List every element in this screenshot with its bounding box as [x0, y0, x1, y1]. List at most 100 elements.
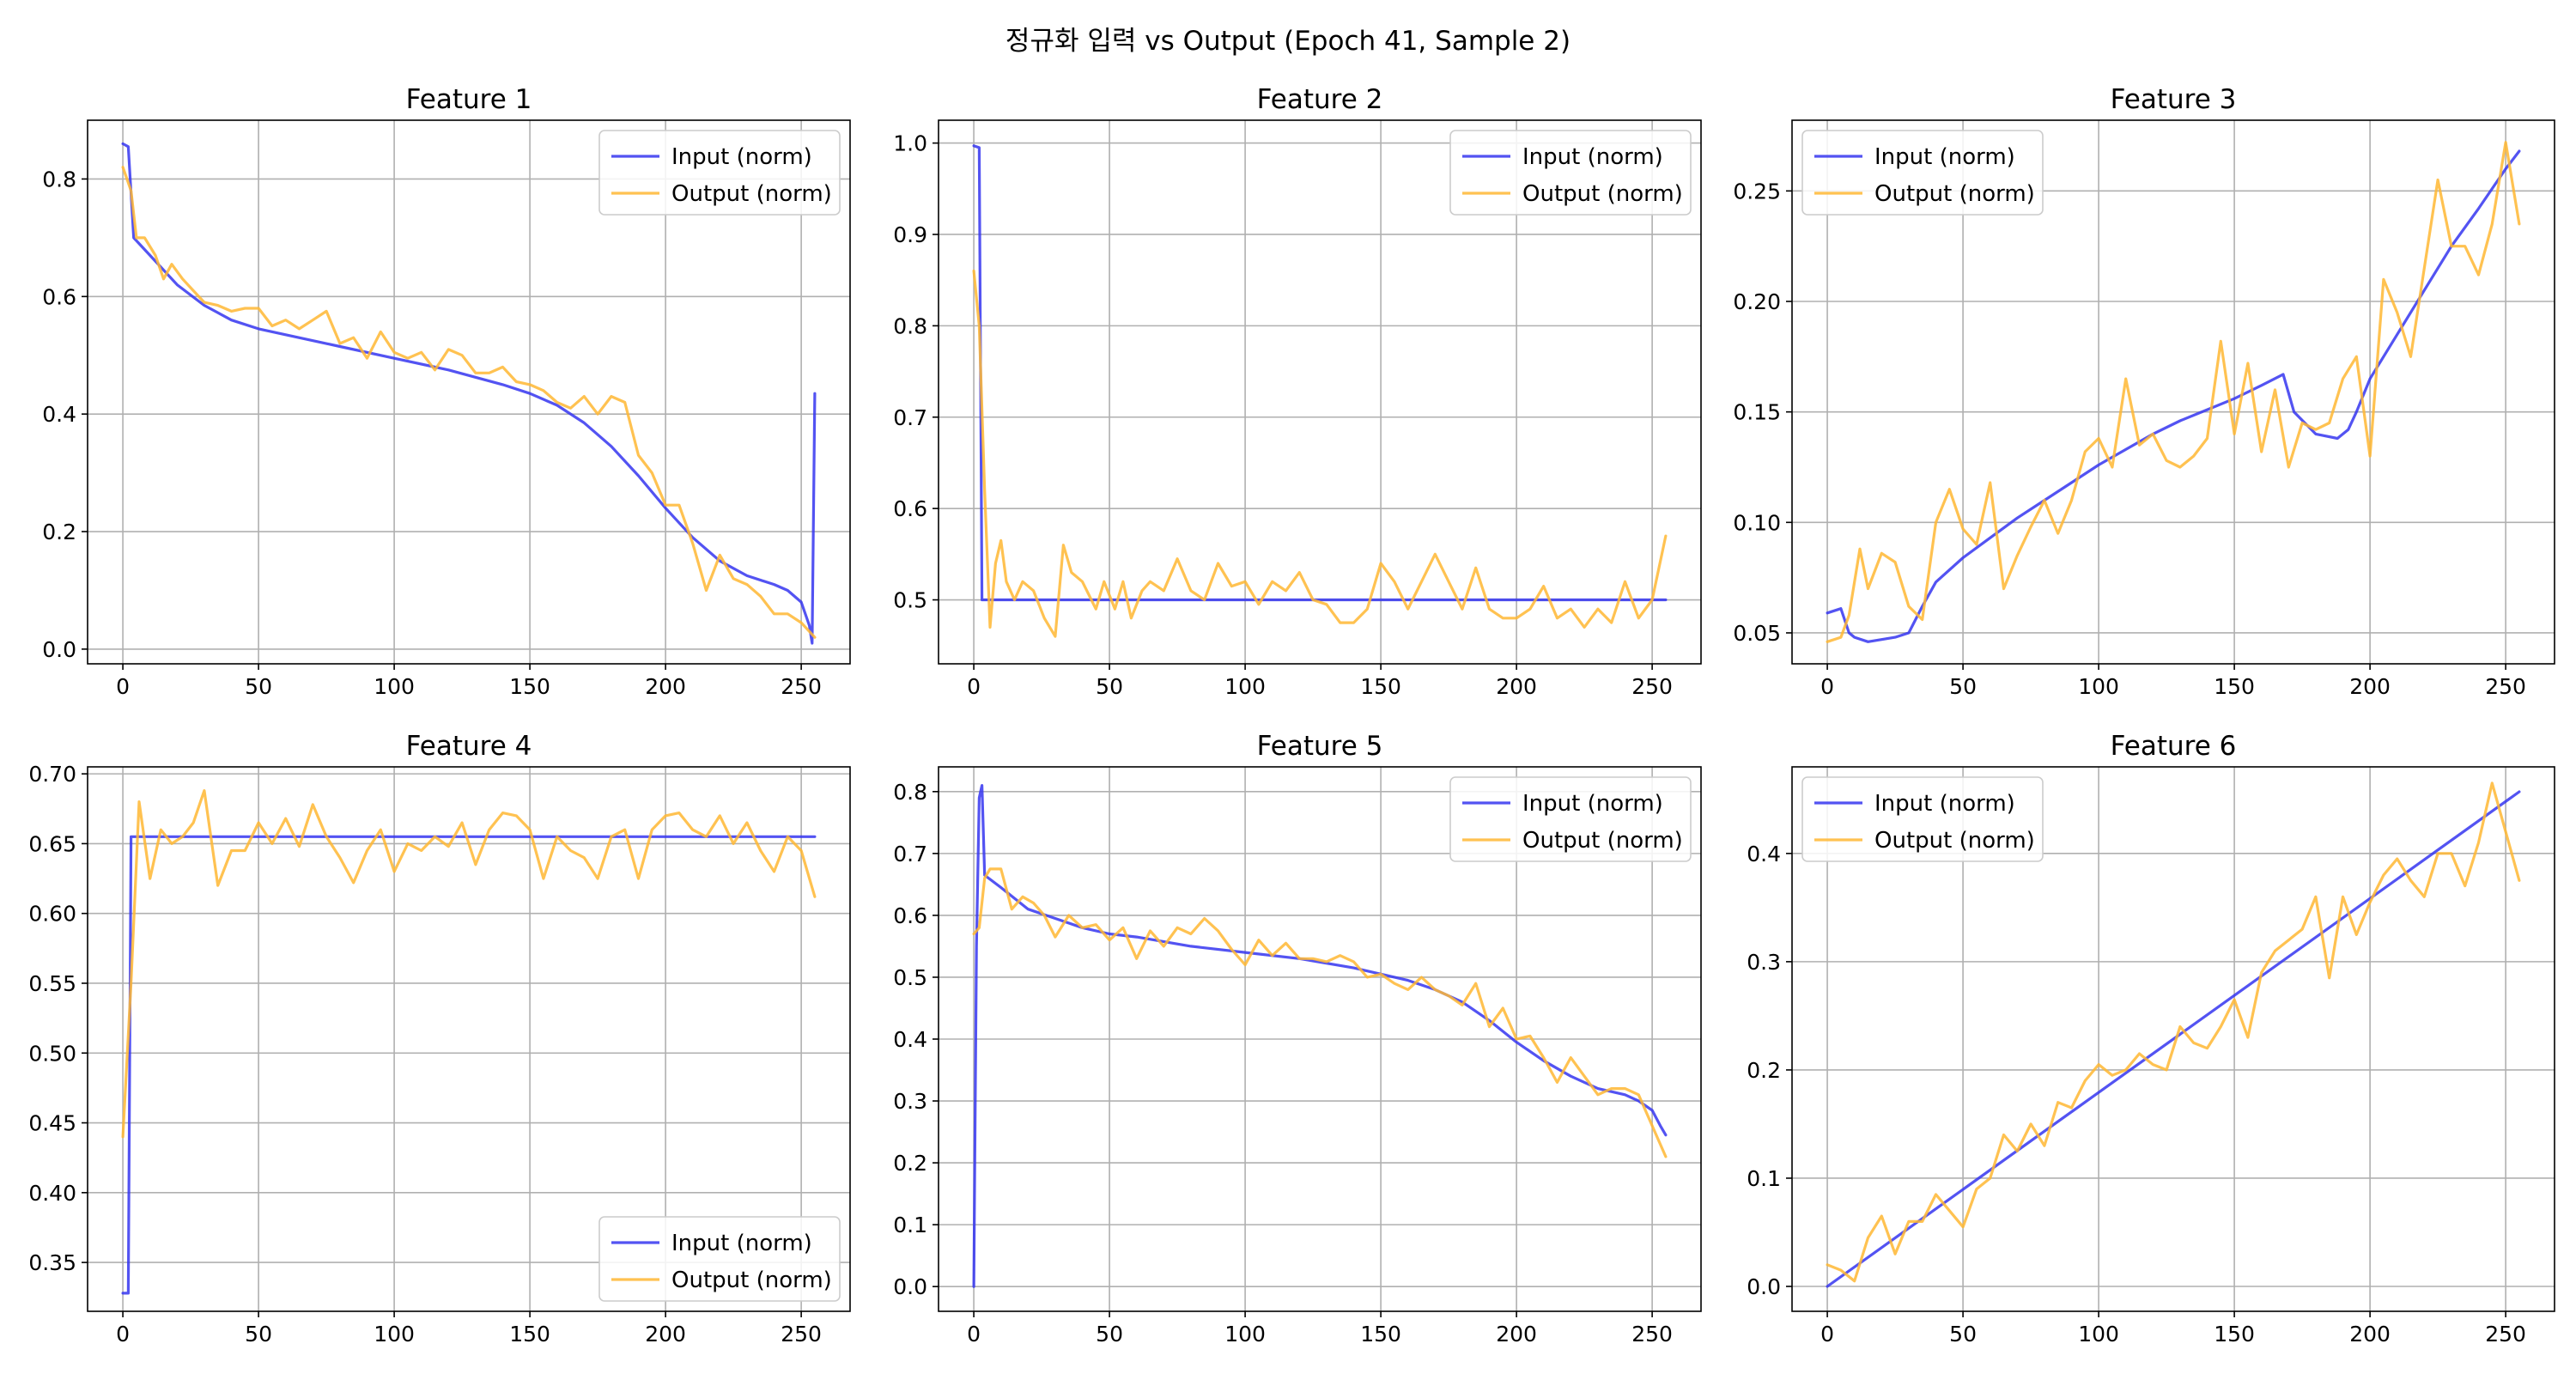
subplot-grid: Feature 1 0 50 100 150 200 250 0.0 0.2 0.4 0.6 0.8 I… [28, 84, 2555, 1347]
legend-label: Output (norm) [1874, 828, 2035, 854]
axes-frame [87, 766, 851, 1312]
y-tick-label: 0.50 [28, 1041, 76, 1066]
legend-label: Input (norm) [1522, 791, 1663, 817]
x-tick-label: 150 [509, 1322, 550, 1347]
output-series-line [121, 166, 817, 639]
x-tick-label: 0 [1820, 674, 1834, 699]
legend-label: Output (norm) [1874, 181, 2035, 207]
subplot-feature-2: Feature 2 0 50 100 150 200 250 0.5 0.6 0.7 0.8 0.9 1… [893, 84, 1702, 699]
subplot-feature-5: Feature 5 0 50 100 150 200 250 0.0 0.1 0.2 0.3 0.4 0… [893, 731, 1702, 1347]
x-tick-label: 150 [1360, 674, 1401, 699]
y-tick-label: 0.8 [42, 167, 76, 192]
input-series-line [972, 784, 1668, 1288]
y-tick-label: 0.7 [893, 405, 927, 430]
output-series-line [121, 789, 817, 1139]
legend-label: Output (norm) [1522, 181, 1683, 207]
y-tick-label: 0.2 [42, 520, 76, 544]
y-tick-label: 0.25 [1733, 179, 1781, 204]
subplot-title: Feature 6 [2111, 731, 2237, 762]
x-tick-label: 100 [1224, 674, 1266, 699]
x-tick-label: 100 [374, 674, 415, 699]
x-tick-label: 250 [2485, 674, 2526, 699]
y-tick-label: 0.6 [893, 903, 927, 928]
x-tick-label: 50 [1949, 1322, 1977, 1347]
x-tick-label: 200 [1496, 1322, 1537, 1347]
legend-label: Output (norm) [1522, 828, 1683, 854]
y-tick-label: 0.70 [28, 762, 76, 787]
y-tick-label: 0.5 [893, 588, 927, 613]
legend-label: Input (norm) [1874, 791, 2015, 817]
subplot-title: Feature 4 [406, 731, 532, 762]
x-tick-label: 0 [116, 1322, 130, 1347]
subplot-title: Feature 2 [1257, 84, 1383, 115]
y-tick-label: 0.20 [1733, 289, 1781, 314]
y-tick-label: 0.35 [28, 1250, 76, 1275]
input-series-line [121, 142, 817, 645]
subplot-feature-6: Feature 6 0 50 100 150 200 250 0.0 0.1 0.2 0.3 0.4 I… [1747, 731, 2555, 1347]
x-tick-label: 100 [374, 1322, 415, 1347]
axes-frame [87, 119, 851, 665]
y-tick-label: 0.4 [1747, 842, 1781, 866]
x-tick-label: 150 [2214, 674, 2255, 699]
y-tick-label: 0.4 [42, 402, 76, 427]
x-tick-label: 50 [245, 1322, 272, 1347]
legend: Input (norm) Output (norm) [598, 130, 841, 216]
output-series-line [1826, 141, 2521, 643]
y-tick-label: 0.60 [28, 902, 76, 927]
x-tick-label: 250 [1631, 1322, 1673, 1347]
x-tick-label: 50 [1949, 674, 1977, 699]
legend-label: Input (norm) [671, 1231, 812, 1256]
x-tick-label: 0 [116, 674, 130, 699]
output-series-line [1826, 781, 2521, 1283]
x-tick-label: 100 [2078, 674, 2119, 699]
legend-label: Input (norm) [1522, 144, 1663, 170]
y-tick-label: 0.3 [893, 1089, 927, 1114]
y-tick-label: 0.9 [893, 222, 927, 247]
y-tick-label: 0.8 [893, 313, 927, 338]
input-series-line [121, 835, 817, 1295]
x-tick-label: 200 [1496, 674, 1537, 699]
y-tick-label: 0.0 [1747, 1274, 1781, 1299]
legend: Input (norm) Output (norm) [598, 1216, 841, 1302]
x-tick-label: 250 [781, 674, 822, 699]
y-tick-label: 0.1 [893, 1213, 927, 1237]
subplot-feature-4: Feature 4 0 50 100 150 200 250 0.35 0.40 0.45 0.50… [28, 731, 851, 1347]
subplot-title: Feature 1 [406, 84, 532, 115]
legend: Input (norm) Output (norm) [1801, 130, 2044, 216]
x-tick-label: 50 [245, 674, 272, 699]
legend-label: Output (norm) [671, 1268, 832, 1293]
x-tick-label: 0 [967, 1322, 981, 1347]
output-series-line [972, 269, 1668, 638]
y-tick-label: 1.0 [893, 131, 927, 156]
figure-title: 정규화 입력 vs Output (Epoch 41, Sample 2) [1005, 26, 1571, 57]
x-tick-label: 50 [1096, 674, 1123, 699]
input-series-line [972, 144, 1668, 602]
legend-label: Output (norm) [671, 181, 832, 207]
subplot-title: Feature 3 [2111, 84, 2237, 115]
y-tick-label: 0.55 [28, 971, 76, 996]
x-tick-label: 200 [645, 1322, 686, 1347]
x-tick-label: 0 [1820, 1322, 1834, 1347]
legend: Input (norm) Output (norm) [1801, 776, 2044, 862]
legend: Input (norm) Output (norm) [1449, 130, 1692, 216]
subplot-feature-3: Feature 3 0 50 100 150 200 250 0.05 0.10 0.15 0.20… [1733, 84, 2555, 699]
x-tick-label: 200 [2349, 674, 2391, 699]
axes-frame [1791, 766, 2555, 1312]
x-tick-label: 200 [2349, 1322, 2391, 1347]
y-tick-label: 0.4 [893, 1027, 927, 1052]
x-tick-label: 50 [1096, 1322, 1123, 1347]
x-tick-label: 150 [2214, 1322, 2255, 1347]
x-tick-label: 200 [645, 674, 686, 699]
legend-label: Input (norm) [671, 144, 812, 170]
x-tick-label: 0 [967, 674, 981, 699]
subplot-feature-1: Feature 1 0 50 100 150 200 250 0.0 0.2 0.4 0.6 0.8 I… [42, 84, 851, 699]
x-tick-label: 100 [2078, 1322, 2119, 1347]
y-tick-label: 0.05 [1733, 621, 1781, 646]
y-tick-label: 0.0 [893, 1274, 927, 1299]
y-tick-label: 0.6 [893, 496, 927, 521]
y-tick-label: 0.6 [42, 284, 76, 309]
y-tick-label: 0.65 [28, 831, 76, 856]
y-tick-label: 0.40 [28, 1181, 76, 1206]
y-tick-label: 0.7 [893, 842, 927, 866]
